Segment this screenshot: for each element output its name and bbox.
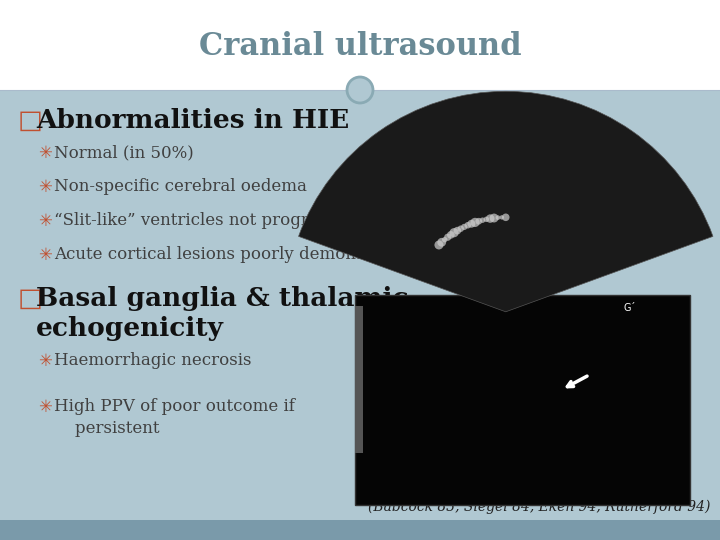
Text: “Slit-like” ventricles not prognostic (60% controls): “Slit-like” ventricles not prognostic (6… — [54, 212, 480, 229]
Circle shape — [502, 213, 510, 221]
Text: Cranial ultrasound: Cranial ultrasound — [199, 31, 521, 62]
Circle shape — [347, 77, 373, 103]
Text: Non-specific cerebral oedema: Non-specific cerebral oedema — [54, 178, 307, 195]
Circle shape — [490, 214, 498, 222]
Bar — [355, 295, 690, 505]
Text: □: □ — [18, 286, 43, 311]
Text: ✳: ✳ — [38, 398, 52, 416]
Circle shape — [495, 215, 500, 220]
Circle shape — [442, 237, 447, 242]
Circle shape — [480, 218, 485, 223]
Text: ✳: ✳ — [38, 352, 52, 370]
Wedge shape — [299, 91, 713, 312]
Circle shape — [470, 218, 480, 227]
Circle shape — [454, 227, 462, 234]
Text: (Babcock 83, Siegel 84, Eken 94, Rutherford 94): (Babcock 83, Siegel 84, Eken 94, Rutherf… — [368, 500, 710, 514]
Bar — [0, 520, 720, 540]
Circle shape — [475, 218, 482, 225]
Text: ✳: ✳ — [38, 144, 52, 162]
Circle shape — [464, 222, 471, 228]
Text: High PPV of poor outcome if
    persistent: High PPV of poor outcome if persistent — [54, 398, 295, 437]
Text: echogenicity: echogenicity — [36, 316, 224, 341]
Circle shape — [486, 214, 495, 223]
Bar — [0, 0, 720, 90]
Text: Haemorrhagic necrosis: Haemorrhagic necrosis — [54, 352, 251, 369]
Circle shape — [467, 220, 475, 228]
Circle shape — [437, 238, 446, 247]
Text: ✳: ✳ — [38, 178, 52, 196]
Bar — [355, 306, 363, 453]
Circle shape — [457, 226, 464, 232]
Circle shape — [447, 231, 454, 239]
Text: G´: G´ — [624, 303, 636, 313]
Circle shape — [444, 234, 451, 241]
Circle shape — [449, 228, 459, 237]
Text: ✳: ✳ — [38, 212, 52, 230]
Circle shape — [461, 224, 467, 230]
Text: Basal ganglia & thalamic: Basal ganglia & thalamic — [36, 286, 409, 311]
Circle shape — [484, 217, 489, 222]
Circle shape — [434, 240, 444, 249]
Text: Abnormalities in HIE: Abnormalities in HIE — [36, 108, 349, 133]
Circle shape — [500, 215, 504, 220]
Text: ✳: ✳ — [38, 246, 52, 264]
Text: Normal (in 50%): Normal (in 50%) — [54, 144, 194, 161]
Text: Acute cortical lesions poorly demonstrated: Acute cortical lesions poorly demonstrat… — [54, 246, 416, 263]
Text: □: □ — [18, 108, 43, 133]
